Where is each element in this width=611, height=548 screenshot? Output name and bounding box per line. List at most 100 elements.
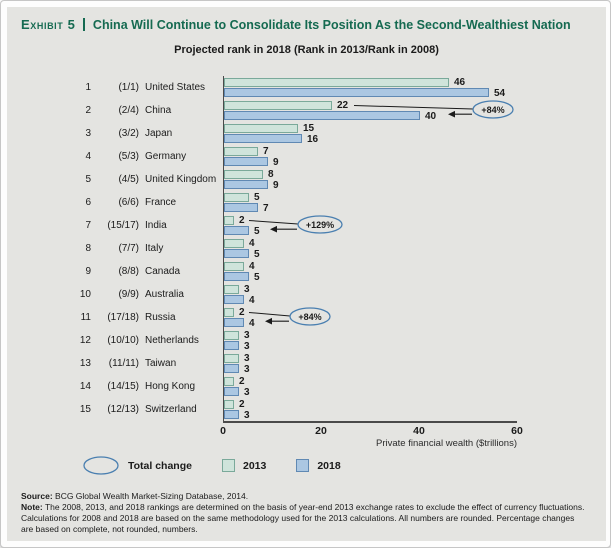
note-label: Note: [21, 502, 43, 513]
chart-row: 7 (15/17) India 2 5 +129% [21, 214, 592, 237]
bar-2013 [224, 101, 332, 110]
value-2013: 4 [249, 238, 255, 249]
bars-cell: 3 3 [223, 329, 592, 352]
x-axis-tick-label: 0 [220, 425, 226, 437]
rank-2018: 14 [79, 381, 91, 392]
bar-2013 [224, 193, 249, 202]
value-2018: 54 [494, 87, 506, 99]
bar-2013 [224, 147, 258, 156]
bars-cell: 2 4 +84% [223, 306, 592, 329]
bar-2013 [224, 285, 239, 294]
value-2013: 2 [239, 307, 245, 318]
rank-history: (4/5) [118, 174, 139, 185]
bars-cell: 5 7 [223, 191, 592, 214]
source-line: Source: BCG Global Wealth Market-Sizing … [21, 491, 587, 502]
legend-label-total-change: Total change [128, 459, 192, 472]
country-label: Russia [145, 312, 176, 323]
rank-2018: 2 [85, 105, 91, 116]
source-text: BCG Global Wealth Market-Sizing Database… [55, 491, 249, 501]
rank-2018: 9 [85, 266, 91, 277]
arrow-head-icon [448, 110, 455, 118]
legend-swatch-2018 [296, 459, 310, 472]
country-label: Switzerland [145, 404, 197, 415]
total-change-annotation: +84% [248, 307, 331, 326]
total-change-annotation: +129% [248, 215, 343, 234]
x-axis-line [223, 421, 517, 423]
value-2018: 4 [249, 294, 255, 306]
exhibit-label: Exhibit 5 [21, 17, 76, 32]
rank-history: (11/11) [108, 358, 139, 369]
rank-history: (2/4) [118, 105, 139, 116]
legend-label-2013: 2013 [242, 459, 267, 472]
value-2013: 3 [244, 284, 250, 295]
exhibit-title: China Will Continue to Consolidate Its P… [92, 17, 571, 32]
connector-line [248, 312, 291, 317]
rank-2018: 12 [79, 335, 91, 346]
bars-cell: 8 9 [223, 168, 592, 191]
total-change-value: +84% [481, 105, 504, 115]
legend-item-total-change: Total change [83, 456, 192, 475]
bar-2018 [224, 203, 258, 212]
country-label: Hong Kong [145, 381, 196, 392]
chart-row: 15 (12/13) Switzerland 2 3 [21, 398, 592, 421]
chart-row: 12 (10/10) Netherlands 3 3 [21, 329, 592, 352]
bar-2018 [224, 272, 249, 281]
value-2013: 5 [254, 192, 260, 203]
rank-2018: 10 [79, 289, 91, 300]
chart-row: 4 (5/3) Germany 7 9 [21, 145, 592, 168]
total-change-oval [472, 100, 514, 119]
chart-row: 13 (11/11) Taiwan 3 3 [21, 352, 592, 375]
bar-2013 [224, 308, 234, 317]
value-2013: 2 [239, 215, 245, 226]
bar-2018 [224, 111, 420, 120]
bar-2018 [224, 157, 268, 166]
country-label: Italy [145, 243, 164, 254]
country-label: France [145, 197, 177, 208]
bar-2013 [224, 78, 449, 87]
country-label: Canada [145, 266, 181, 277]
chart-row: 14 (14/15) Hong Kong 2 3 [21, 375, 592, 398]
bars-cell: 3 4 [223, 283, 592, 306]
exhibit-panel: Exhibit 5 China Will Continue to Consoli… [7, 7, 606, 541]
rank-2018: 8 [85, 243, 91, 254]
value-2018: 16 [307, 133, 319, 145]
rank-2018: 4 [85, 151, 91, 162]
value-2013: 8 [268, 169, 274, 180]
value-2018: 3 [244, 363, 250, 375]
rank-2018: 15 [79, 404, 91, 415]
bars-cell: 7 9 [223, 145, 592, 168]
footnotes: Source: BCG Global Wealth Market-Sizing … [21, 491, 587, 535]
x-axis-tick-label: 20 [315, 425, 327, 437]
rank-history: (15/17) [107, 220, 139, 231]
country-label: Germany [145, 151, 187, 162]
rank-2018: 3 [85, 128, 91, 139]
value-2013: 2 [239, 376, 245, 387]
source-label: Source: [21, 491, 53, 501]
rank-history: (12/13) [107, 404, 139, 415]
total-change-value: +84% [298, 312, 321, 322]
bar-2018 [224, 134, 302, 143]
bars-cell: 15 16 [223, 122, 592, 145]
legend-item-2018: 2018 [296, 459, 341, 472]
value-2018: 9 [273, 156, 279, 168]
bar-chart: 1 (1/1) United States 46 54 2 (2/4) Chin… [21, 76, 592, 449]
value-2018: 40 [425, 110, 437, 122]
value-2013: 15 [303, 123, 315, 134]
bar-2018 [224, 88, 489, 97]
bar-2018 [224, 387, 239, 396]
country-label: India [145, 220, 167, 231]
value-2018: 3 [244, 340, 250, 352]
bars-cell: 2 5 +129% [223, 214, 592, 237]
exhibit-header: Exhibit 5 China Will Continue to Consoli… [21, 17, 592, 32]
bars-cell: 22 40 +84% [223, 99, 592, 122]
value-2013: 4 [249, 261, 255, 272]
value-2018: 3 [244, 409, 250, 421]
bar-2013 [224, 400, 234, 409]
value-2018: 5 [254, 248, 260, 260]
chart-row: 2 (2/4) China 22 40 +84% [21, 99, 592, 122]
country-label: United Kingdom [145, 174, 217, 185]
rank-history: (17/18) [107, 312, 139, 323]
bar-2018 [224, 226, 249, 235]
chart-subtitle: Projected rank in 2018 (Rank in 2013/Ran… [174, 44, 439, 56]
rank-2018: 7 [85, 220, 91, 231]
